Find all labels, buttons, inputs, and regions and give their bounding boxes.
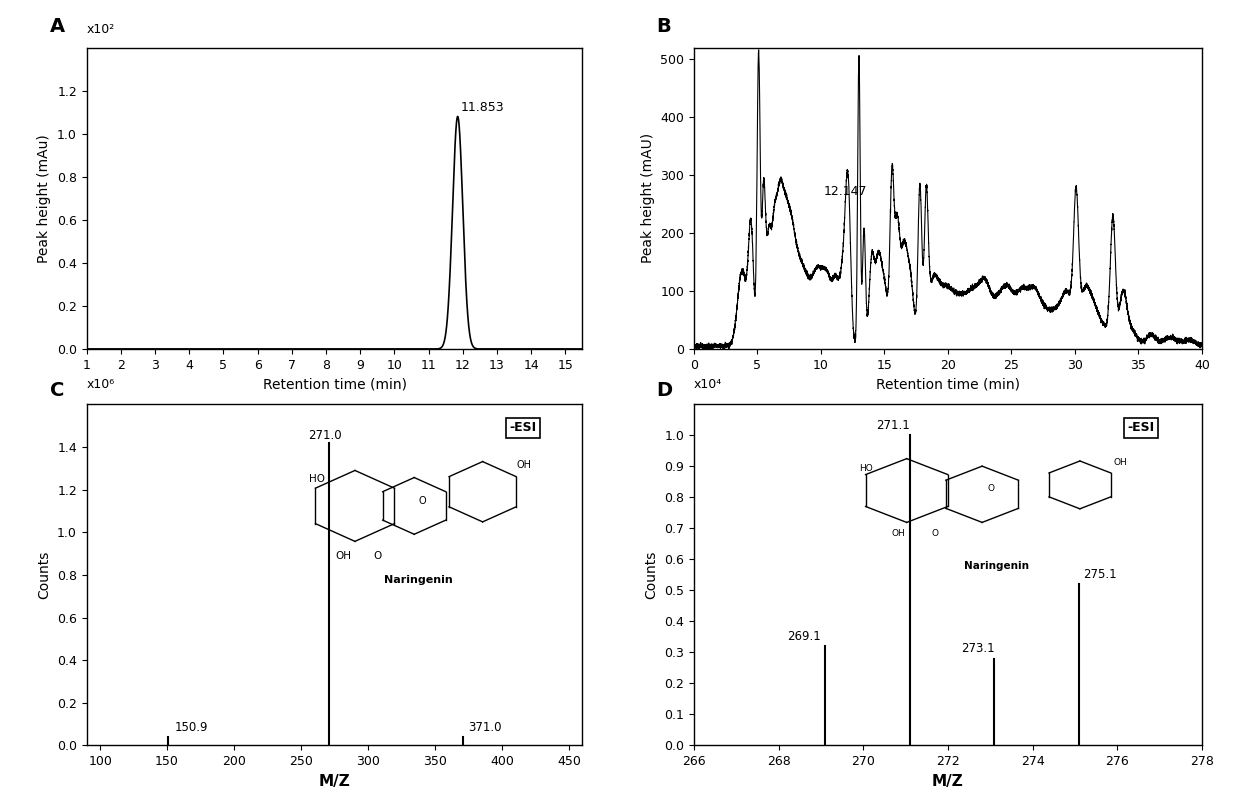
Text: x10²: x10² bbox=[87, 22, 115, 36]
Text: x10⁶: x10⁶ bbox=[87, 377, 115, 391]
Text: 11.853: 11.853 bbox=[461, 102, 504, 114]
Text: A: A bbox=[50, 17, 64, 36]
X-axis label: M/Z: M/Z bbox=[932, 774, 964, 789]
X-axis label: M/Z: M/Z bbox=[318, 774, 351, 789]
X-axis label: Retention time (min): Retention time (min) bbox=[263, 377, 406, 391]
Text: 371.0: 371.0 bbox=[468, 721, 502, 734]
Text: D: D bbox=[657, 381, 673, 400]
Text: 273.1: 273.1 bbox=[960, 642, 994, 656]
Text: x10⁴: x10⁴ bbox=[694, 377, 722, 391]
Text: -ESI: -ESI bbox=[1127, 422, 1155, 435]
X-axis label: Retention time (min): Retention time (min) bbox=[876, 377, 1020, 391]
Text: 271.1: 271.1 bbox=[876, 419, 909, 432]
Text: 150.9: 150.9 bbox=[175, 721, 208, 734]
Text: 275.1: 275.1 bbox=[1083, 568, 1116, 581]
Text: 12.147: 12.147 bbox=[824, 186, 867, 198]
Text: -ESI: -ESI bbox=[509, 422, 536, 435]
Text: C: C bbox=[50, 381, 64, 400]
Y-axis label: Peak height (mAU): Peak height (mAU) bbox=[641, 133, 654, 263]
Text: 271.0: 271.0 bbox=[307, 428, 342, 442]
Text: 269.1: 269.1 bbox=[787, 630, 820, 643]
Text: B: B bbox=[657, 17, 672, 36]
Y-axis label: Counts: Counts bbox=[644, 550, 659, 600]
Y-axis label: Peak height (mAu): Peak height (mAu) bbox=[37, 134, 52, 262]
Y-axis label: Counts: Counts bbox=[37, 550, 52, 600]
